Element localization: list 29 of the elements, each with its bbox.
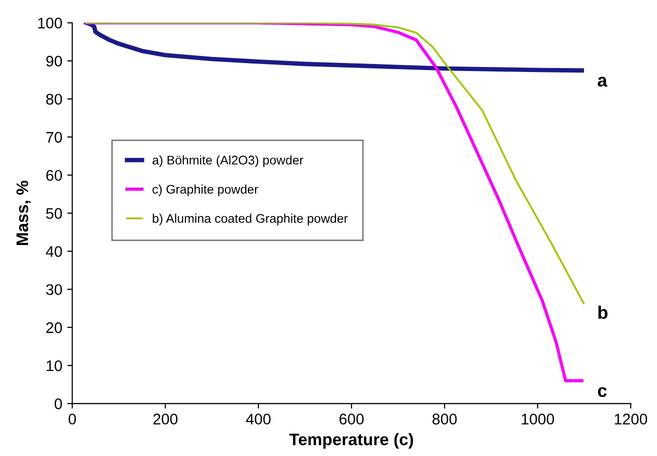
y-tick-label: 30 — [46, 284, 62, 296]
line-series — [84, 22, 584, 73]
annotation: c — [598, 387, 607, 397]
x-tick-label: 1000 — [522, 414, 554, 425]
y-axis-title: Mass, % — [16, 180, 31, 245]
annotation: b — [598, 306, 608, 319]
y-tick-label: 0 — [54, 398, 62, 410]
x-tick-label: 400 — [246, 414, 271, 425]
x-tick-label: 600 — [340, 414, 364, 425]
x-axis-title: Temperature (c) — [289, 433, 414, 449]
y-tick-label: 80 — [46, 94, 62, 105]
y-tick-label: 20 — [46, 322, 62, 334]
line-series — [85, 22, 585, 304]
y-tick-label: 50 — [46, 208, 62, 219]
y-tick-label: 90 — [46, 56, 62, 67]
legend-label: a) Böhmite (Al2O3) powder — [152, 155, 304, 168]
y-tick-label: 100 — [38, 18, 62, 28]
y-tick-label: 40 — [46, 246, 62, 257]
x-tick-label: 0 — [68, 414, 76, 425]
annotation: a — [598, 76, 608, 87]
y-tick-label: 10 — [46, 360, 62, 372]
line-series — [84, 22, 584, 382]
x-tick-label: 800 — [432, 414, 457, 425]
x-tick-label: 1200 — [614, 414, 648, 425]
y-tick-label: 70 — [46, 132, 62, 143]
legend-label: b) Alumina coated Graphite powder — [152, 214, 348, 226]
x-tick-label: 200 — [153, 414, 178, 425]
legend-label: c) Graphite powder — [152, 184, 258, 196]
y-tick-label: 60 — [46, 170, 62, 181]
